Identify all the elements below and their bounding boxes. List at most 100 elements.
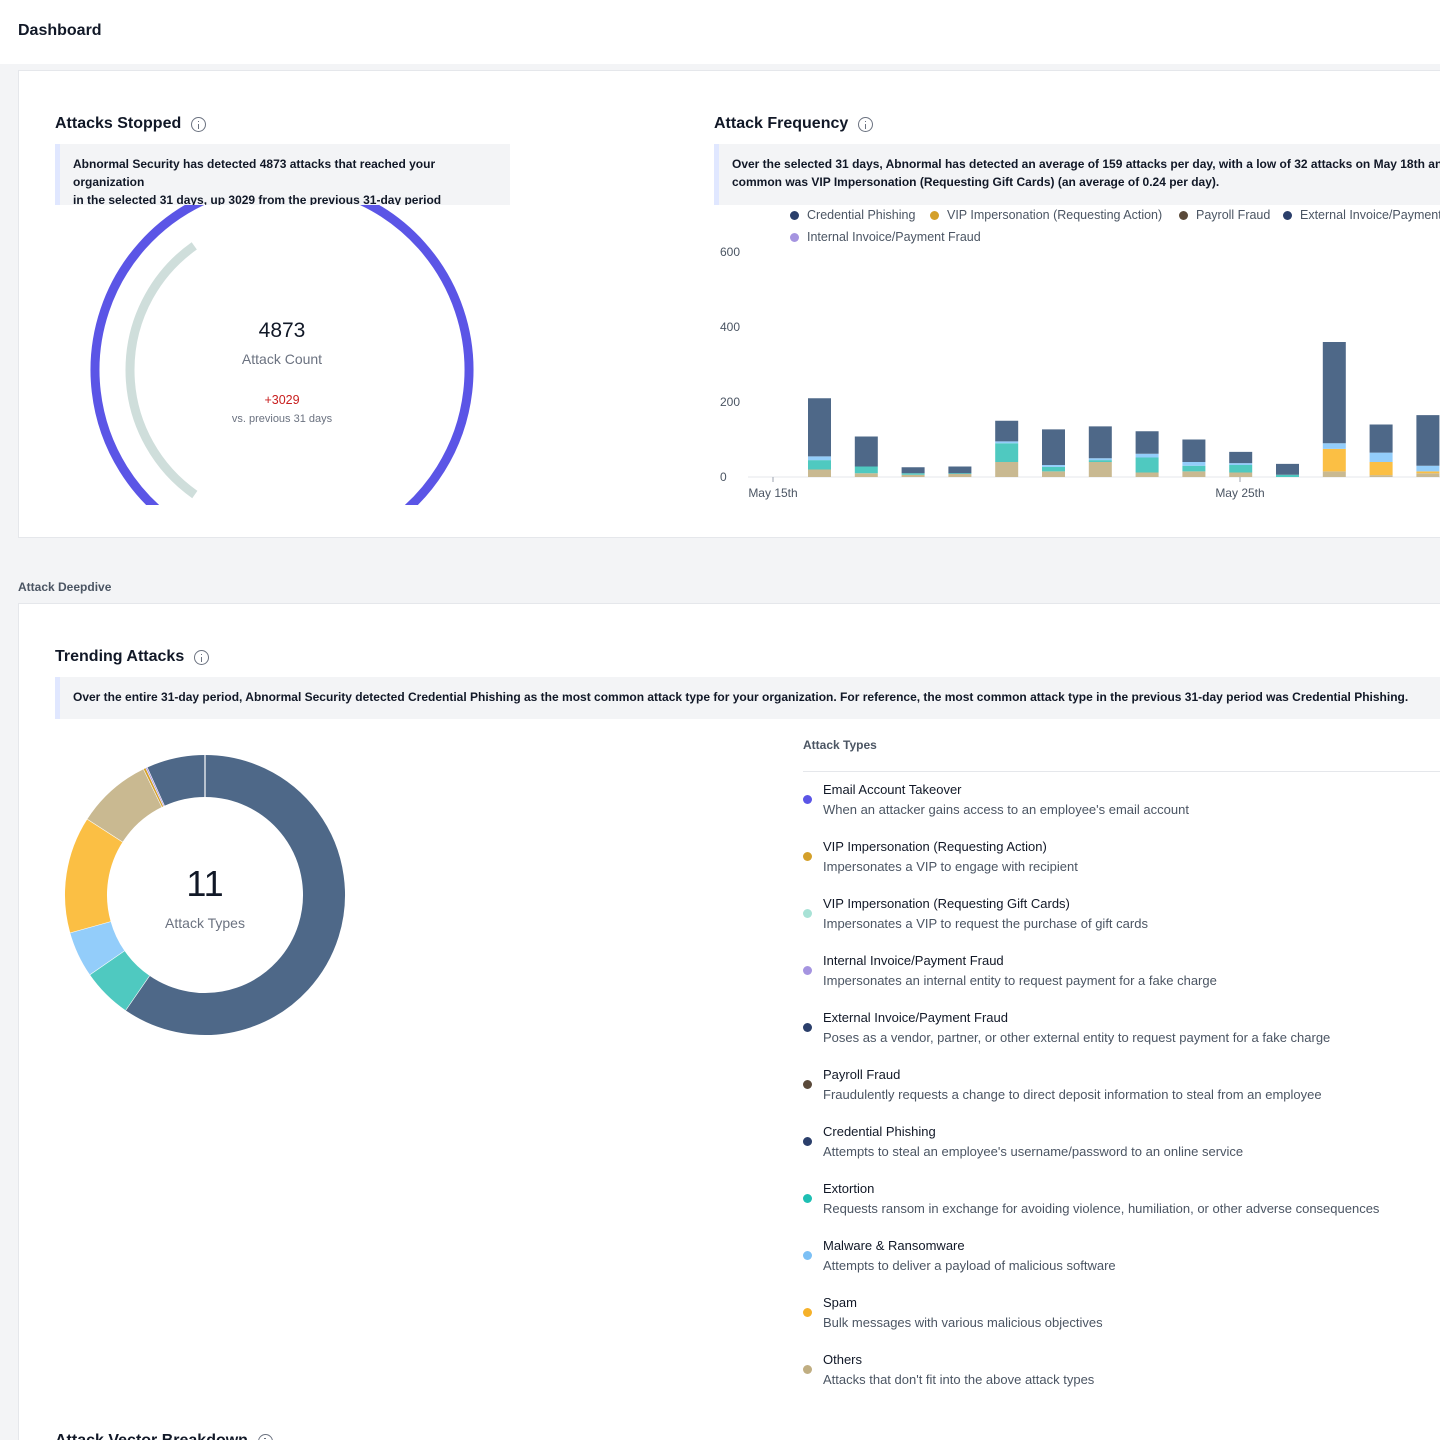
bar-segment[interactable] (1042, 465, 1065, 467)
bar-segment[interactable] (1042, 466, 1065, 472)
legend-dot (790, 210, 799, 220)
bar-segment[interactable] (1229, 472, 1253, 478)
bar-segment[interactable] (1369, 424, 1393, 453)
bar-segment[interactable] (854, 436, 878, 467)
bar-segment[interactable] (948, 474, 972, 477)
bar-segment[interactable] (1416, 415, 1440, 466)
attack-type-description: Impersonates a VIP to request the purcha… (823, 916, 1148, 931)
bar-segment[interactable] (854, 466, 878, 474)
bar-segment[interactable] (995, 443, 1019, 462)
attack-type-item: Others Attacks that don't fit into the ab… (803, 1351, 1440, 1408)
bar-segment[interactable] (948, 473, 972, 474)
attack-type-dot (803, 795, 812, 804)
attack-type-description: Fraudulently requests a change to direct… (823, 1087, 1322, 1102)
bar-segment[interactable] (1135, 431, 1159, 454)
bar-segment[interactable] (1229, 463, 1253, 465)
bar-segment[interactable] (1042, 429, 1065, 465)
bar-segment[interactable] (1369, 462, 1393, 476)
bar-segment[interactable] (1088, 458, 1112, 461)
info-icon[interactable] (191, 116, 207, 132)
bar-segment[interactable] (1182, 439, 1206, 463)
donut-slice[interactable] (87, 769, 163, 843)
legend-item[interactable]: Internal Invoice/Payment Fraud (790, 230, 981, 244)
bar-segment[interactable] (901, 473, 925, 475)
bar-segment[interactable] (1322, 471, 1346, 477)
legend-dot (1179, 210, 1188, 220)
bar-segment[interactable] (808, 460, 831, 470)
donut-slice[interactable] (89, 950, 150, 1011)
donut-slice[interactable] (147, 755, 206, 806)
bar-segment[interactable] (1276, 474, 1299, 477)
bar-segment[interactable] (995, 462, 1019, 477)
bar-segment[interactable] (1088, 462, 1112, 477)
bar-segment[interactable] (1182, 465, 1206, 472)
bar-segment[interactable] (1369, 452, 1393, 462)
attack-type-name: Others (823, 1352, 863, 1367)
attack-deepdive-label: Attack Deepdive (18, 580, 112, 594)
bar-segment[interactable] (1135, 457, 1159, 473)
attack-type-item: Spam Bulk messages with various malicious… (803, 1294, 1440, 1351)
bar-segment[interactable] (1322, 448, 1346, 472)
bar-segment[interactable] (901, 474, 925, 477)
legend-label: Internal Invoice/Payment Fraud (807, 230, 981, 244)
bar-segment[interactable] (1416, 465, 1440, 472)
attacks-stopped-title: Attacks Stopped (55, 115, 207, 133)
bar-segment[interactable] (995, 441, 1019, 444)
attack-types-count-label: Attack Types (165, 915, 245, 931)
bar-segment[interactable] (854, 473, 878, 477)
bar-segment[interactable] (901, 467, 925, 474)
bar-segment[interactable] (1416, 473, 1440, 477)
attack-frequency-title: Attack Frequency (714, 115, 874, 133)
bar-segment[interactable] (948, 466, 972, 474)
attack-type-name: VIP Impersonation (Requesting Action) (823, 839, 1047, 854)
bar-segment[interactable] (808, 398, 831, 457)
attack-type-item: External Invoice/Payment Fraud Poses as a… (803, 1009, 1440, 1066)
info-icon[interactable] (257, 1433, 273, 1440)
bar-segment[interactable] (1088, 426, 1112, 459)
attack-type-name: Malware & Ransomware (823, 1238, 965, 1253)
page-title: Dashboard (18, 22, 102, 39)
bar-segment[interactable] (1229, 451, 1253, 464)
bar-segment[interactable] (995, 420, 1019, 442)
attack-type-description: Attacks that don't fit into the above at… (823, 1372, 1095, 1387)
attack-count-value: 4873 (258, 319, 306, 342)
bar-segment[interactable] (1229, 465, 1253, 473)
bar-segment[interactable] (1135, 472, 1159, 478)
attack-type-dot (803, 1080, 812, 1089)
legend-item[interactable]: VIP Impersonation (Requesting Action) (930, 208, 1162, 222)
legend-item[interactable]: Payroll Fraud (1179, 208, 1270, 222)
legend-item[interactable]: External Invoice/Payment (1283, 208, 1440, 222)
donut-slice[interactable] (70, 920, 125, 975)
x-tick-label: May 25th (1215, 486, 1264, 500)
donut-slice[interactable] (65, 818, 124, 933)
legend-dot (930, 210, 939, 220)
bar-segment[interactable] (1042, 471, 1065, 477)
bar-segment[interactable] (1322, 443, 1346, 449)
y-tick-label: 0 (720, 470, 727, 484)
y-tick-label: 200 (720, 395, 740, 409)
attack-type-dot (803, 1023, 812, 1032)
info-icon[interactable] (194, 649, 210, 665)
attack-type-name: Credential Phishing (823, 1124, 936, 1139)
legend-item[interactable]: Credential Phishing (790, 208, 915, 222)
bar-segment[interactable] (1369, 475, 1393, 477)
donut-slice[interactable] (125, 755, 345, 1035)
bar-segment[interactable] (1322, 342, 1346, 444)
attack-type-dot (803, 1137, 812, 1146)
bar-segment[interactable] (808, 456, 831, 461)
attack-type-name: Spam (823, 1295, 857, 1310)
bar-segment[interactable] (1276, 463, 1299, 475)
attack-type-description: Attempts to steal an employee's username… (823, 1144, 1244, 1159)
bar-segment[interactable] (808, 469, 831, 478)
bar-segment[interactable] (1135, 453, 1159, 458)
attack-type-description: Impersonates a VIP to engage with recipi… (823, 859, 1078, 874)
summary-line: common was VIP Impersonation (Requesting… (732, 175, 1220, 189)
bar-segment[interactable] (1416, 471, 1440, 474)
trending-attacks-title: Trending Attacks (55, 648, 210, 666)
bar-segment[interactable] (1088, 460, 1112, 462)
info-icon[interactable] (858, 116, 874, 132)
bar-segment[interactable] (1182, 471, 1206, 477)
x-tick-label: May 15th (748, 486, 797, 500)
bar-segment[interactable] (1182, 462, 1206, 466)
legend-label: Credential Phishing (807, 208, 916, 222)
